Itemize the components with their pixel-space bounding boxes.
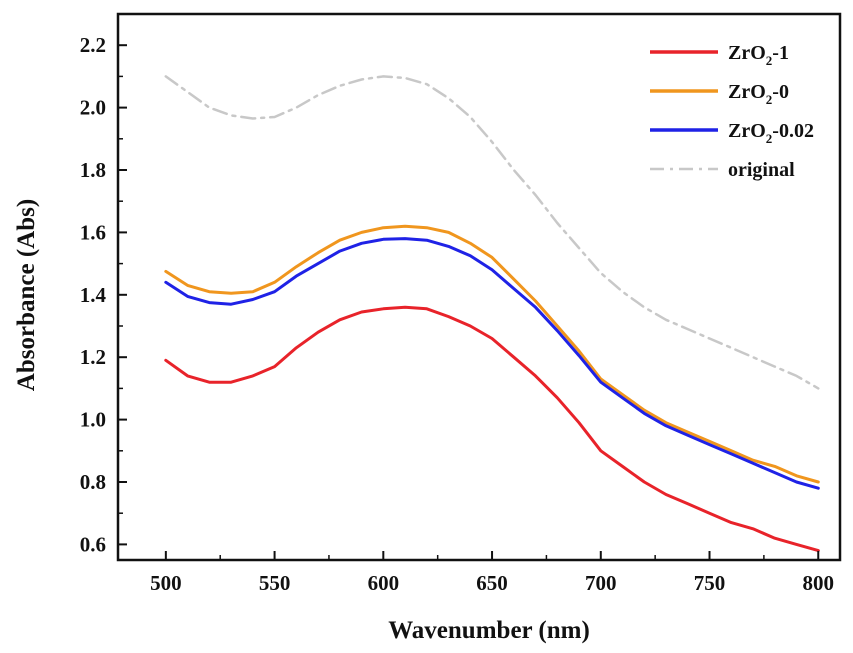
y-tick-label: 2.2	[80, 33, 106, 57]
legend: ZrO2-1 ZrO2-0 ZrO2-0.02 original	[650, 42, 814, 181]
y-tick-label: 0.6	[80, 532, 106, 556]
y-axis-title: Absorbance (Abs)	[13, 199, 40, 391]
y-tick-label: 1.2	[80, 345, 106, 369]
plot-area	[164, 75, 820, 553]
x-tick-label: 750	[694, 571, 726, 595]
y-tick-label: 1.8	[80, 158, 106, 182]
x-tick-label: 600	[368, 571, 400, 595]
legend-label-4: original	[728, 159, 795, 181]
series-line-4	[164, 75, 820, 390]
y-tick-label: 1.0	[80, 408, 106, 432]
x-tick-label: 800	[803, 571, 835, 595]
series-line-2	[164, 224, 820, 484]
series-line-1	[164, 305, 820, 553]
x-axis-title: Wavenumber (nm)	[388, 617, 590, 644]
legend-label-1: ZrO2-1	[728, 42, 789, 68]
legend-label-2: ZrO2-0	[728, 81, 789, 107]
x-tick-label: 650	[476, 571, 508, 595]
x-tick-label: 700	[585, 571, 617, 595]
x-tick-label: 550	[259, 571, 291, 595]
y-tick-label: 0.8	[80, 470, 106, 494]
x-tick-label: 500	[150, 571, 182, 595]
plot-frame	[116, 12, 842, 562]
legend-label-3: ZrO2-0.02	[728, 120, 814, 146]
y-tick-label: 1.4	[80, 283, 107, 307]
axes: 500 550 600 650 700 750 800 0.6 0.8 1.0 1.2 1.4 1.6 1…	[80, 12, 842, 595]
series-line-3	[164, 237, 820, 490]
y-tick-label: 2.0	[80, 96, 106, 120]
y-tick-label: 1.6	[80, 220, 106, 244]
